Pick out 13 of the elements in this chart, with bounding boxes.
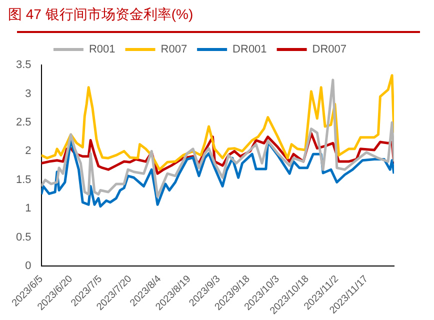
y-tick-label: 3.5 <box>16 59 32 72</box>
y-tick-label: 1.5 <box>16 174 32 186</box>
y-tick-label: 0 <box>25 260 32 272</box>
chart-title: 图 47 银行间市场资金利率(%) <box>8 6 194 24</box>
y-tick-label: 0.5 <box>16 231 32 244</box>
y-tick-label: 1 <box>25 202 32 215</box>
y-tick-label: 3 <box>25 88 32 100</box>
legend-label: DR007 <box>312 44 347 56</box>
legend-label: R007 <box>160 44 188 56</box>
legend-label: DR001 <box>232 44 267 56</box>
y-tick-label: 2 <box>25 145 32 158</box>
y-tick-label: 2.5 <box>16 116 32 128</box>
legend-label: R001 <box>88 44 116 56</box>
